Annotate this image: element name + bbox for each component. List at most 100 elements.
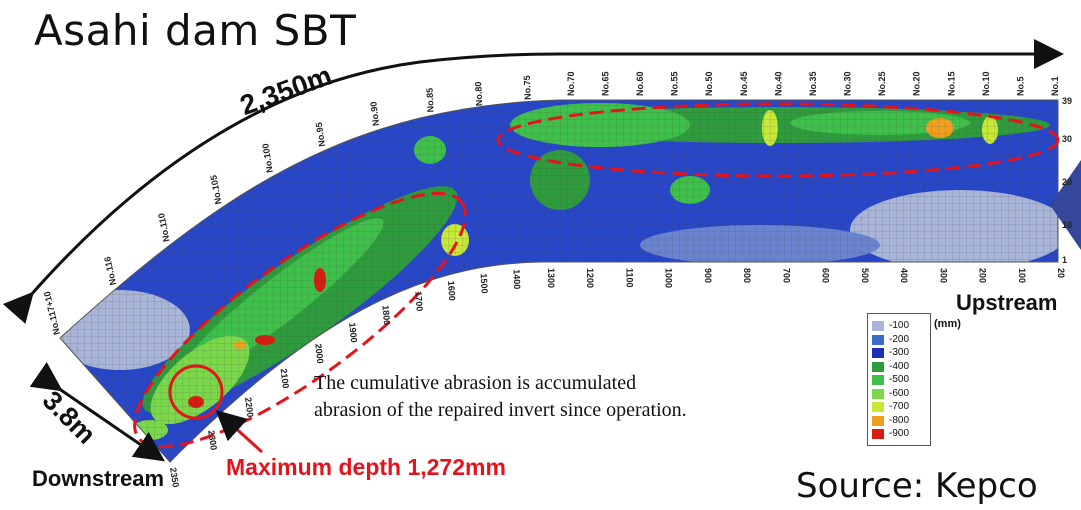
distance-label: 2000	[313, 343, 325, 364]
station-label: No.15	[946, 71, 956, 96]
distance-label: 1100	[624, 268, 634, 288]
station-label: No.35	[808, 71, 818, 96]
distance-labels: 20 100 200 300 400 500 600 700 800 900 1000 1100 120…	[168, 268, 1066, 488]
distance-label: 1200	[585, 268, 595, 288]
distance-label: 2200	[243, 397, 256, 418]
distance-label: 300	[938, 268, 948, 283]
max-depth-circle	[168, 364, 224, 420]
station-label: No.105	[208, 174, 223, 205]
legend-item: -600	[872, 388, 928, 400]
distance-label: 1000	[664, 268, 674, 288]
right-axis-label: 10	[1062, 220, 1072, 230]
length-arrow	[2, 39, 1064, 324]
legend-label: -900	[889, 428, 910, 439]
legend-label: -300	[889, 347, 910, 358]
station-label: No.70	[566, 71, 576, 96]
legend-swatch	[872, 321, 884, 331]
legend-label: -500	[889, 374, 910, 385]
legend-item: -900	[872, 428, 928, 440]
station-label: No.110	[156, 212, 171, 242]
station-label: No.90	[368, 101, 381, 127]
inflow-arrow	[1050, 160, 1081, 250]
distance-label: 600	[821, 268, 831, 283]
legend-item: -700	[872, 401, 928, 413]
station-label: No.117+10	[42, 290, 62, 335]
upstream-label: Upstream	[956, 290, 1058, 315]
note-line-2: abrasion of the repaired invert since op…	[314, 399, 687, 421]
station-label: No.75	[522, 75, 533, 100]
legend-swatch	[872, 334, 884, 345]
distance-label: 400	[899, 268, 909, 283]
color-legend: -100 -200 -300 -400 -500 -600 -700 -800 -900	[867, 313, 931, 446]
note-line-1: The cumulative abrasion is accumulated	[314, 372, 637, 394]
downstream-label: Downstream	[32, 466, 165, 491]
max-depth-label: Maximum depth 1,272mm	[226, 454, 506, 480]
right-axis-label: 30	[1062, 134, 1072, 144]
station-labels: No.1 No.5 No.10 No.15 No.20 No.25 No.30 No.35 No…	[42, 71, 1060, 335]
station-label: No.20	[912, 71, 922, 96]
legend-swatch	[872, 348, 884, 358]
station-label: No.50	[704, 71, 714, 96]
distance-label: 700	[781, 268, 791, 283]
legend-item: -400	[872, 361, 928, 373]
distance-label: 2350	[168, 467, 181, 488]
legend-swatch	[872, 402, 884, 412]
legend-swatch	[872, 388, 884, 399]
legend-item: -100	[872, 320, 928, 332]
station-label: No.100	[260, 143, 275, 174]
station-label: No.5	[1015, 76, 1025, 96]
distance-label: 1400	[511, 269, 522, 289]
distance-label: 800	[742, 268, 752, 283]
distance-label: 1900	[347, 322, 359, 343]
right-axis-label: 1	[1062, 255, 1067, 265]
station-label: No.60	[635, 71, 645, 96]
station-label: No.25	[877, 71, 887, 96]
station-label: No.95	[314, 122, 327, 148]
station-label: No.40	[773, 71, 783, 96]
station-label: No.45	[739, 71, 749, 96]
note-text: The cumulative abrasion is accumulated a…	[314, 370, 834, 424]
legend-label: -200	[889, 333, 910, 345]
legend-item: -500	[872, 374, 928, 386]
distance-label: 900	[703, 268, 713, 283]
distance-label: 100	[1017, 268, 1027, 283]
source-credit: Source: Kepco	[796, 466, 1038, 506]
max-depth-arrow	[215, 409, 264, 454]
distance-label: 1700	[413, 291, 424, 312]
distance-label: 2300	[206, 430, 219, 451]
station-label: No.10	[981, 71, 991, 96]
station-label: No.85	[425, 88, 436, 113]
distance-label: 1800	[380, 305, 392, 326]
legend-item: -800	[872, 415, 928, 427]
distance-label: 1500	[479, 273, 490, 293]
legend-label: -600	[889, 387, 910, 399]
distance-label: 1600	[446, 281, 457, 302]
right-axis-label: 20	[1062, 177, 1072, 187]
distance-label: 200	[978, 268, 988, 283]
distance-label: 20	[1056, 268, 1066, 278]
legend-swatch	[872, 415, 884, 426]
station-label: No.65	[600, 71, 610, 96]
right-axis-labels: 39 30 20 10 1	[1062, 96, 1072, 265]
legend-label: -400	[889, 360, 910, 372]
legend-swatch	[872, 375, 884, 385]
right-axis-label: 39	[1062, 96, 1072, 106]
station-label: No.80	[473, 81, 484, 106]
legend-label: -100	[889, 320, 910, 331]
legend-swatch	[872, 429, 884, 439]
legend-label: -700	[889, 401, 910, 412]
station-label: No.1	[1050, 76, 1060, 96]
legend-item: -200	[872, 334, 928, 346]
legend-item: -300	[872, 347, 928, 359]
legend-swatch	[872, 361, 884, 372]
legend-unit: (mm)	[934, 318, 961, 330]
station-label: No.30	[843, 71, 853, 96]
distance-label: 500	[860, 268, 870, 283]
station-label: No.116	[102, 256, 118, 287]
legend-label: -800	[889, 414, 910, 426]
width-arrow	[29, 362, 165, 462]
distance-label: 1300	[546, 268, 556, 288]
station-label: No.55	[670, 71, 680, 96]
distance-label: 2100	[279, 368, 291, 389]
